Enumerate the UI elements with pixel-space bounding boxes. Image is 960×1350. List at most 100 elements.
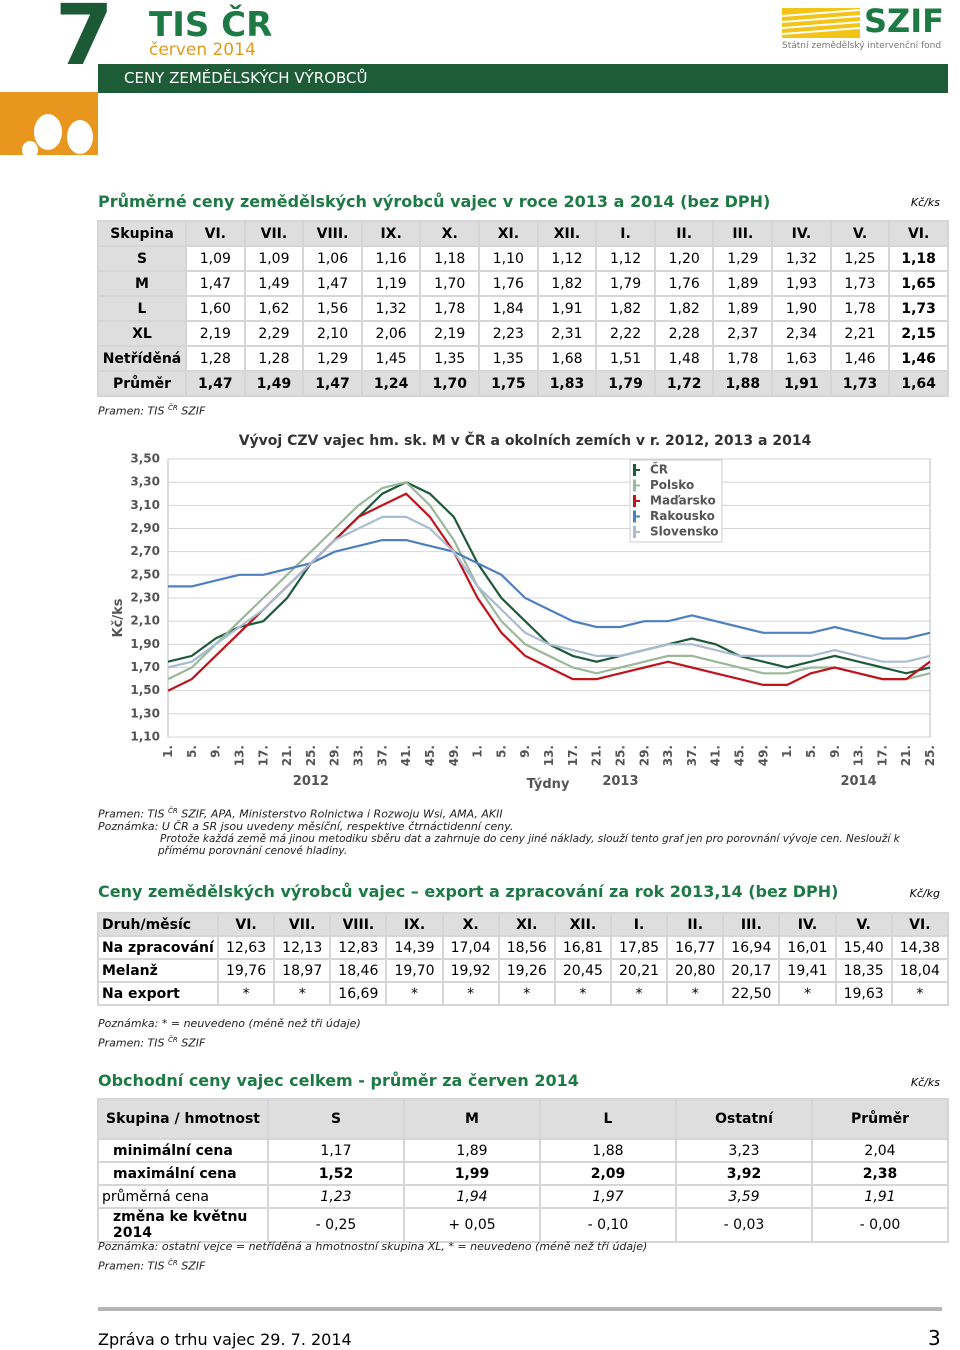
cell: 1,72 [653, 370, 715, 397]
cell: 1,70 [419, 370, 481, 397]
cell: 16,01 [778, 935, 837, 960]
cell: 1,97 [539, 1184, 677, 1209]
cell: 2,09 [539, 1161, 677, 1186]
cell: 2,19 [419, 320, 481, 347]
cell: 1,82 [653, 295, 715, 322]
x-tick-label: 13. [852, 745, 866, 766]
y-tick-label: 2,10 [130, 614, 160, 628]
text: ČR [168, 1036, 178, 1044]
series-line [168, 539, 931, 640]
cell: 1,63 [771, 345, 832, 372]
legend-label: Slovensko [650, 525, 719, 539]
cell: 2,19 [185, 320, 246, 347]
x-tick-label: 25. [304, 745, 318, 766]
cell: 19,70 [385, 958, 444, 983]
chart-title: Vývoj CZV vajec hm. sk. M v ČR a okolníc… [239, 431, 812, 449]
cell: 1,89 [712, 270, 774, 297]
cell: 1,78 [829, 295, 891, 322]
header-cell: I. [609, 912, 669, 937]
y-tick-label: 3,30 [130, 475, 160, 489]
cell: 12,83 [329, 935, 388, 960]
header-cell: VI. [185, 220, 246, 247]
x-tick-label: 9. [518, 745, 532, 758]
header-cell: II. [653, 220, 715, 247]
text: Pramen: TIS [98, 807, 165, 821]
cell: 1,25 [829, 245, 891, 272]
row-label: L [97, 295, 187, 322]
row-label: změna ke květnu 2014 [97, 1207, 269, 1243]
text: Pramen: TIS [98, 1259, 165, 1273]
cell: 1,32 [771, 245, 832, 272]
y-tick-label: 3,10 [130, 498, 160, 512]
cell: 1,18 [888, 245, 949, 272]
cell: * [216, 981, 276, 1006]
cell: 19,76 [216, 958, 276, 983]
page-number: 3 [928, 1326, 941, 1350]
y-tick-label: 2,70 [130, 544, 160, 558]
cell: 1,17 [267, 1138, 405, 1163]
cell: 1,89 [403, 1138, 541, 1163]
cell: 1,49 [243, 370, 305, 397]
cell: 2,38 [811, 1161, 949, 1186]
cell: 22,50 [722, 981, 781, 1006]
cell: 1,48 [653, 345, 715, 372]
header-cell: Průměr [811, 1098, 949, 1140]
header-cell: V. [834, 912, 893, 937]
row-label: Průměr [97, 370, 187, 397]
cell: 2,15 [888, 320, 949, 347]
cell: 1,78 [419, 295, 481, 322]
header-cell: VI. [216, 912, 276, 937]
cell: 1,68 [536, 345, 598, 372]
cell: 1,47 [185, 270, 246, 297]
source: Pramen: TIS ČR SZIF [98, 1259, 205, 1273]
cell: 3,92 [675, 1161, 813, 1186]
cell: 1,49 [243, 270, 305, 297]
header-cell: X. [419, 220, 481, 247]
cell: 18,46 [329, 958, 388, 983]
cell: 2,34 [771, 320, 832, 347]
cell: 1,28 [185, 345, 246, 372]
cell: 1,73 [829, 270, 891, 297]
cell: 1,45 [360, 345, 422, 372]
header-cell: S [267, 1098, 405, 1140]
note: Poznámka: * = neuvedeno (méně než tři úd… [98, 1017, 361, 1030]
row-label: M [97, 270, 187, 297]
cell: 1,82 [536, 270, 598, 297]
x-tick-label: 21. [590, 745, 604, 766]
cell: + 0,05 [403, 1207, 541, 1243]
cell: 14,39 [385, 935, 444, 960]
cell: 1,51 [595, 345, 656, 372]
source: Pramen: TIS ČR SZIF [98, 404, 205, 418]
x-tick-label: 41. [709, 745, 723, 766]
footer-rule [98, 1307, 942, 1311]
cell: 1,12 [536, 245, 598, 272]
cell: - 0,10 [539, 1207, 677, 1243]
unit: Kč/kg [909, 887, 940, 900]
x-tick-label: 1. [161, 745, 175, 758]
x-tick-label: 37. [375, 745, 389, 766]
row-label: Netříděná [97, 345, 187, 372]
legend-label: ČR [650, 462, 668, 477]
x-tick-label: 33. [352, 745, 366, 766]
cell: 15,40 [834, 935, 893, 960]
legend-box [629, 459, 723, 543]
cell: 18,97 [273, 958, 332, 983]
brand: TIS ČR [149, 5, 273, 45]
egg-graphic [0, 92, 98, 155]
header-cell: Skupina [97, 220, 187, 247]
cell: 14,38 [890, 935, 950, 960]
cell: 1,93 [771, 270, 832, 297]
cell: * [609, 981, 669, 1006]
header-row: Skupina VI. VII. VIII. IX. X. XI. XII. I. II. III.… [97, 220, 949, 247]
cell: 1,88 [539, 1138, 677, 1163]
cell: 1,09 [243, 245, 305, 272]
cell: 1,47 [302, 370, 363, 397]
cell: 16,77 [666, 935, 725, 960]
x-tick-label: 5. [804, 745, 818, 758]
legend-label: Rakousko [650, 509, 715, 523]
note: Protože každá země má jinou metodiku sbě… [158, 833, 900, 857]
cell: 17,85 [609, 935, 669, 960]
cell: 1,75 [478, 370, 539, 397]
footer-text: Zpráva o trhu vajec 29. 7. 2014 [98, 1330, 352, 1349]
row-label: průměrná cena [97, 1184, 269, 1209]
